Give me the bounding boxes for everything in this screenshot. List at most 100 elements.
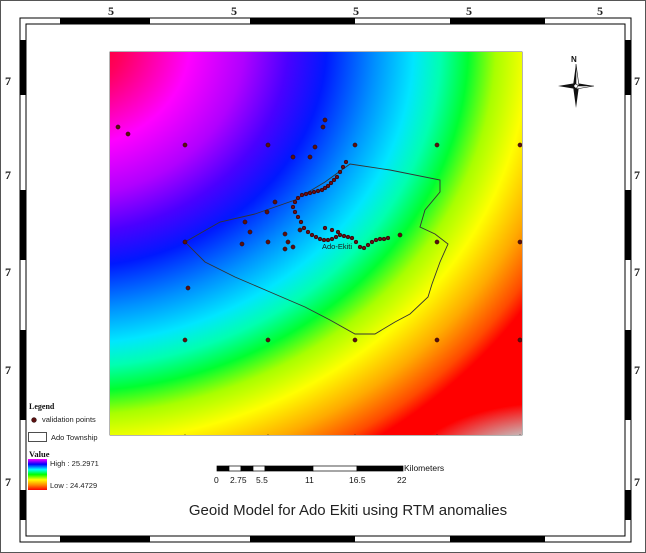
leveling-route-point[interactable] xyxy=(377,236,383,242)
leveling-route-point[interactable] xyxy=(292,199,298,205)
scale-tick-label: 5.5 xyxy=(256,475,268,485)
leveling-route-point[interactable] xyxy=(385,235,391,241)
leveling-route-point[interactable] xyxy=(295,195,301,201)
validation-point[interactable] xyxy=(182,142,188,148)
side-coordinate-label: 7 xyxy=(634,265,640,279)
scale-bar-segment xyxy=(252,465,266,472)
north-arrow-icon xyxy=(558,63,595,108)
side-coordinate-label: 7 xyxy=(5,168,11,182)
leveling-route-point[interactable] xyxy=(307,190,313,196)
leveling-route-point[interactable] xyxy=(305,229,311,235)
scale-tick-label: 2.75 xyxy=(230,475,247,485)
neatline-segment xyxy=(20,190,26,260)
validation-point[interactable] xyxy=(517,239,522,245)
leveling-route-point[interactable] xyxy=(357,244,363,250)
neatline-segment xyxy=(625,40,631,95)
leveling-route-point[interactable] xyxy=(325,237,331,243)
validation-point[interactable] xyxy=(290,154,296,160)
validation-point[interactable] xyxy=(434,142,440,148)
validation-point[interactable] xyxy=(517,142,522,148)
leveling-route-point[interactable] xyxy=(301,225,307,231)
validation-point[interactable] xyxy=(265,337,271,343)
validation-point[interactable] xyxy=(307,154,313,160)
leveling-route-point[interactable] xyxy=(299,192,305,198)
leveling-route-point[interactable] xyxy=(298,219,304,225)
validation-point[interactable] xyxy=(352,142,358,148)
leveling-route-point[interactable] xyxy=(315,188,321,194)
validation-point[interactable] xyxy=(265,239,271,245)
validation-point[interactable] xyxy=(517,337,522,343)
side-coordinate-label: 7 xyxy=(634,475,640,489)
leveling-route-point[interactable] xyxy=(335,229,341,235)
leveling-route-point[interactable] xyxy=(340,164,346,170)
leveling-route-point[interactable] xyxy=(322,185,328,191)
leveling-route-point[interactable] xyxy=(322,225,328,231)
leveling-route-point[interactable] xyxy=(311,189,317,195)
leveling-route-point[interactable] xyxy=(329,236,335,242)
legend-title: Legend xyxy=(29,402,55,411)
side-coordinate-label: 7 xyxy=(634,168,640,182)
geoid-surface-map[interactable] xyxy=(110,52,522,435)
top-coordinate-label: 5 xyxy=(466,4,472,18)
validation-point[interactable] xyxy=(290,244,296,250)
leveling-route-point[interactable] xyxy=(369,239,375,245)
leveling-route-point[interactable] xyxy=(343,159,349,165)
validation-point[interactable] xyxy=(265,142,271,148)
validation-point[interactable] xyxy=(285,239,291,245)
leveling-route-point[interactable] xyxy=(295,214,301,220)
validation-point[interactable] xyxy=(312,144,318,150)
leveling-route-point[interactable] xyxy=(381,236,387,242)
leveling-route-point[interactable] xyxy=(319,187,325,193)
scale-bar-segment xyxy=(312,465,358,472)
leveling-route-point[interactable] xyxy=(373,237,379,243)
leveling-route-point[interactable] xyxy=(309,232,315,238)
legend-township: Ado Township xyxy=(51,433,98,442)
validation-point[interactable] xyxy=(434,337,440,343)
leveling-route-point[interactable] xyxy=(333,234,339,240)
leveling-route-point[interactable] xyxy=(292,209,298,215)
validation-point[interactable] xyxy=(282,231,288,237)
validation-point[interactable] xyxy=(125,131,131,137)
validation-point[interactable] xyxy=(297,227,303,233)
leveling-route-point[interactable] xyxy=(365,242,371,248)
validation-point[interactable] xyxy=(282,246,288,252)
leveling-route-point[interactable] xyxy=(313,234,319,240)
validation-point[interactable] xyxy=(182,239,188,245)
validation-point[interactable] xyxy=(272,199,278,205)
leveling-route-point[interactable] xyxy=(290,204,296,210)
leveling-route-point[interactable] xyxy=(331,177,337,183)
leveling-route-point[interactable] xyxy=(337,169,343,175)
validation-point[interactable] xyxy=(239,241,245,247)
leveling-route-point[interactable] xyxy=(337,232,343,238)
validation-point[interactable] xyxy=(242,219,248,225)
side-coordinate-label: 7 xyxy=(634,74,640,88)
top-coordinate-label: 5 xyxy=(108,4,114,18)
validation-point[interactable] xyxy=(320,124,326,130)
validation-point[interactable] xyxy=(322,117,328,123)
scale-bar xyxy=(216,465,404,472)
neatline-segment xyxy=(450,18,545,24)
ado-township-boundary[interactable] xyxy=(184,163,449,335)
validation-point[interactable] xyxy=(434,239,440,245)
leveling-route-point[interactable] xyxy=(329,227,335,233)
validation-point[interactable] xyxy=(185,285,191,291)
validation-point[interactable] xyxy=(397,232,403,238)
validation-point[interactable] xyxy=(264,209,270,215)
leveling-route-point[interactable] xyxy=(334,174,340,180)
leveling-route-point[interactable] xyxy=(345,234,351,240)
leveling-route-point[interactable] xyxy=(317,236,323,242)
validation-point[interactable] xyxy=(115,124,121,130)
leveling-route-point[interactable] xyxy=(328,180,334,186)
leveling-route-point[interactable] xyxy=(353,239,359,245)
leveling-route-point[interactable] xyxy=(349,235,355,241)
leveling-route-point[interactable] xyxy=(341,233,347,239)
validation-point[interactable] xyxy=(352,337,358,343)
leveling-route-point[interactable] xyxy=(361,245,367,251)
neatline-segment xyxy=(20,490,26,520)
neatline-segment xyxy=(450,536,545,542)
leveling-route-point[interactable] xyxy=(303,191,309,197)
neatline-segment xyxy=(625,490,631,520)
leveling-route-point[interactable] xyxy=(325,183,331,189)
validation-point[interactable] xyxy=(247,229,253,235)
validation-point[interactable] xyxy=(182,337,188,343)
